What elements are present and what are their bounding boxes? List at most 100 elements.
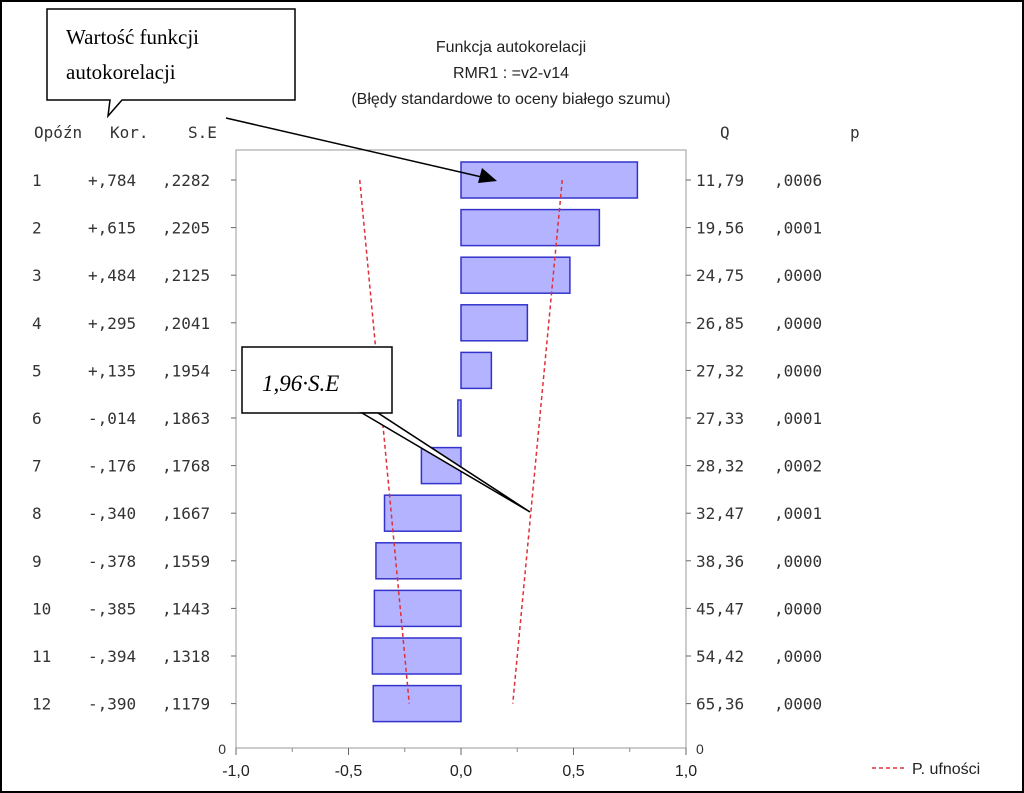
p-label: ,0001 bbox=[774, 409, 822, 428]
corr-label: -,378 bbox=[88, 552, 136, 571]
callout-conf-box bbox=[241, 346, 393, 414]
acf-bar bbox=[383, 494, 462, 532]
acf-bar bbox=[373, 589, 462, 628]
bars bbox=[371, 161, 639, 723]
header-se: S.E bbox=[188, 123, 217, 142]
lag-label: 2 bbox=[32, 219, 42, 238]
callout-conf-limit: 1,96·S.E bbox=[241, 346, 531, 513]
q-label: 65,36 bbox=[696, 695, 744, 714]
y-zero-label: 0 bbox=[218, 741, 226, 757]
lag-label: 7 bbox=[32, 457, 42, 476]
callout-acf-line1: Wartość funkcji bbox=[66, 25, 199, 49]
se-label: ,1863 bbox=[162, 409, 210, 428]
acf-bar bbox=[460, 351, 493, 390]
q-label: 11,79 bbox=[696, 171, 744, 190]
callout-conf-pointer bbox=[359, 412, 531, 513]
acf-bar bbox=[460, 208, 601, 247]
corr-label: +,295 bbox=[88, 314, 136, 333]
lag-label: 4 bbox=[32, 314, 42, 333]
acf-bar bbox=[371, 637, 462, 675]
q-label: 24,75 bbox=[696, 266, 744, 285]
lag-label: 6 bbox=[32, 409, 42, 428]
p-label: ,0000 bbox=[774, 647, 822, 666]
q-label: 54,42 bbox=[696, 647, 744, 666]
callout-conf-text: 1,96·S.E bbox=[262, 371, 339, 396]
q-label: 45,47 bbox=[696, 599, 744, 618]
lag-label: 5 bbox=[32, 361, 42, 380]
confidence-band bbox=[359, 179, 563, 704]
x-tick-label: -1,0 bbox=[222, 763, 250, 780]
corr-label: -,385 bbox=[88, 599, 136, 618]
p-label: ,0000 bbox=[774, 599, 822, 618]
se-label: ,2125 bbox=[162, 266, 210, 285]
corr-label: +,484 bbox=[88, 266, 136, 285]
legend-label: P. ufności bbox=[912, 761, 980, 778]
corr-label: +,615 bbox=[88, 219, 136, 238]
acf-bar bbox=[460, 256, 571, 294]
p-label: ,0000 bbox=[774, 361, 822, 380]
callout-acf-box bbox=[46, 8, 296, 119]
se-label: ,1318 bbox=[162, 647, 210, 666]
table-rows: 1 +,784 ,2282 11,79 ,0006 2 +,615 ,2205 19,56 ,00… bbox=[32, 171, 822, 714]
lag-label: 10 bbox=[32, 599, 51, 618]
q-label: 27,32 bbox=[696, 361, 744, 380]
p-label: ,0000 bbox=[774, 695, 822, 714]
header-corr: Kor. bbox=[110, 123, 149, 142]
p-label: ,0000 bbox=[774, 552, 822, 571]
corr-label: -,390 bbox=[88, 695, 136, 714]
corr-label: -,340 bbox=[88, 504, 136, 523]
p-label: ,0002 bbox=[774, 457, 822, 476]
lag-label: 1 bbox=[32, 171, 42, 190]
corr-label: +,784 bbox=[88, 171, 136, 190]
corr-label: -,176 bbox=[88, 457, 136, 476]
se-label: ,1443 bbox=[162, 599, 210, 618]
se-label: ,1559 bbox=[162, 552, 210, 571]
se-label: ,1179 bbox=[162, 695, 210, 714]
x-tick-label: 0,5 bbox=[562, 763, 584, 780]
chart-title: Funkcja autokorelacji bbox=[436, 39, 586, 56]
corr-label: +,135 bbox=[88, 361, 136, 380]
corr-label: -,394 bbox=[88, 647, 136, 666]
acf-bar bbox=[372, 684, 462, 723]
callout-acf-value: Wartość funkcji autokorelacji bbox=[46, 8, 497, 183]
p-label: ,0006 bbox=[774, 171, 822, 190]
x-axis: -1,0 -0,5 0,0 0,5 1,0 bbox=[222, 748, 697, 780]
q-label: 28,32 bbox=[696, 457, 744, 476]
acf-bar bbox=[457, 399, 462, 437]
header-p: p bbox=[850, 123, 860, 142]
q-label: 19,56 bbox=[696, 219, 744, 238]
header-lag: Opóźn bbox=[34, 123, 82, 142]
q-label: 26,85 bbox=[696, 314, 744, 333]
q-label: 27,33 bbox=[696, 409, 744, 428]
acf-bar bbox=[375, 542, 462, 580]
p-label: ,0001 bbox=[774, 219, 822, 238]
se-label: ,2282 bbox=[162, 171, 210, 190]
x-tick-label: 1,0 bbox=[675, 763, 697, 780]
se-label: ,2205 bbox=[162, 219, 210, 238]
lower-confidence-line bbox=[359, 179, 410, 704]
chart-subtitle-2: (Błędy standardowe to oceny białego szum… bbox=[351, 91, 670, 108]
q-label: 38,36 bbox=[696, 552, 744, 571]
p-label: ,0001 bbox=[774, 504, 822, 523]
se-label: ,1667 bbox=[162, 504, 210, 523]
q-zero-label: 0 bbox=[696, 741, 704, 757]
q-label: 32,47 bbox=[696, 504, 744, 523]
lag-label: 9 bbox=[32, 552, 42, 571]
p-label: ,0000 bbox=[774, 266, 822, 285]
x-tick-label: -0,5 bbox=[335, 763, 363, 780]
chart-subtitle: RMR1 : =v2-v14 bbox=[453, 65, 569, 82]
se-label: ,1954 bbox=[162, 361, 210, 380]
x-tick-label: 0,0 bbox=[450, 763, 472, 780]
callout-acf-arrow bbox=[225, 117, 487, 179]
callout-acf-line2: autokorelacji bbox=[66, 60, 176, 84]
se-label: ,2041 bbox=[162, 314, 210, 333]
corr-label: -,014 bbox=[88, 409, 136, 428]
header-q: Q bbox=[720, 123, 730, 142]
se-label: ,1768 bbox=[162, 457, 210, 476]
lag-label: 12 bbox=[32, 695, 51, 714]
callout-acf-arrowhead bbox=[478, 168, 497, 183]
acf-bar bbox=[460, 304, 529, 342]
lag-label: 11 bbox=[32, 647, 51, 666]
